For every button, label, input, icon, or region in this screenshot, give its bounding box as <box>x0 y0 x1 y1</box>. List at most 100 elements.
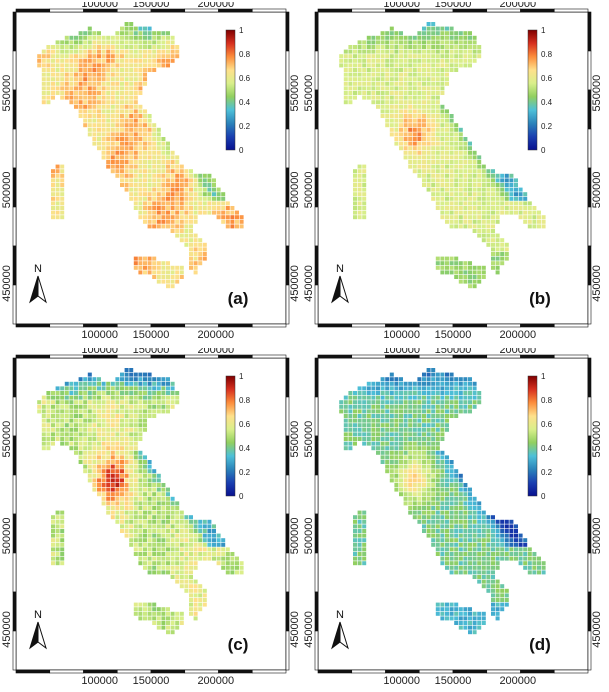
grid-cell <box>170 575 175 579</box>
grid-cell <box>161 219 166 224</box>
grid-cell <box>385 409 390 414</box>
grid-cell <box>120 72 124 77</box>
grid-cell <box>399 441 403 446</box>
grid-cell <box>147 409 152 414</box>
grid-cell <box>399 95 403 100</box>
grid-cell <box>115 54 120 59</box>
grid-cell <box>166 183 170 187</box>
grid-cell <box>353 86 357 91</box>
grid-cell <box>129 146 134 151</box>
grid-cell <box>83 423 88 428</box>
grid-cell <box>422 381 426 386</box>
grid-cell <box>408 391 413 395</box>
grid-cell <box>152 173 157 178</box>
grid-cell <box>124 81 129 86</box>
grid-cell <box>385 100 390 105</box>
grid-cell <box>216 210 221 215</box>
grid-cell <box>175 219 180 224</box>
grid-cell <box>207 196 212 201</box>
grid-cell <box>170 524 175 529</box>
grid-cell <box>184 584 189 589</box>
grid-cell <box>106 400 111 405</box>
grid-cell <box>445 118 449 123</box>
grid-cell <box>143 114 147 118</box>
grid-cell <box>133 146 138 151</box>
grid-cell <box>124 487 129 492</box>
grid-cell <box>166 265 170 270</box>
grid-cell <box>129 414 134 418</box>
grid-cell <box>481 224 486 229</box>
grid-cell <box>357 519 362 524</box>
grid-cell <box>412 501 417 506</box>
grid-cell <box>143 469 147 474</box>
grid-cell <box>408 501 413 506</box>
grid-cell <box>408 404 413 409</box>
grid-cell <box>189 242 193 247</box>
grid-cell <box>445 611 449 616</box>
grid-cell <box>362 404 367 409</box>
grid-cell <box>97 45 101 49</box>
grid-cell <box>143 118 147 123</box>
grid-cell <box>92 72 97 77</box>
grid-cell <box>422 58 426 63</box>
grid-cell <box>376 427 380 432</box>
grid-cell <box>101 68 106 72</box>
grid-cell <box>189 519 193 524</box>
grid-cell <box>161 58 166 63</box>
grid-cell <box>147 183 152 187</box>
grid-cell <box>198 261 203 266</box>
grid-cell <box>97 409 101 414</box>
grid-cell <box>166 409 170 414</box>
grid-cell <box>449 473 454 478</box>
grid-cell <box>408 141 413 146</box>
grid-cell <box>106 86 111 91</box>
grid-cell <box>445 381 449 386</box>
grid-cell <box>440 611 445 616</box>
grid-cell <box>133 381 138 386</box>
grid-cell <box>166 542 170 547</box>
grid-cell <box>458 519 463 524</box>
grid-cell <box>399 404 403 409</box>
grid-cell <box>129 35 134 40</box>
grid-cell <box>115 400 120 405</box>
grid-cell <box>101 58 106 63</box>
grid-cell <box>156 155 161 160</box>
grid-cell <box>207 552 212 556</box>
grid-cell <box>152 265 157 270</box>
grid-cell <box>445 607 449 612</box>
grid-cell <box>69 63 74 68</box>
grid-cell <box>175 556 180 561</box>
grid-cell <box>426 100 431 105</box>
grid-cell <box>389 478 394 483</box>
grid-cell <box>87 455 92 460</box>
grid-cell <box>417 150 422 155</box>
grid-cell <box>454 391 459 395</box>
grid-cell <box>133 538 138 543</box>
north-label: N <box>336 609 344 621</box>
grid-cell <box>449 492 454 497</box>
grid-cell <box>92 86 97 91</box>
grid-cell <box>133 524 138 529</box>
grid-cell <box>156 279 161 284</box>
grid-cell <box>143 611 147 616</box>
grid-cell <box>445 114 449 118</box>
grid-cell <box>376 104 380 109</box>
grid-cell <box>458 265 463 270</box>
grid-cell <box>422 45 426 49</box>
grid-cell <box>389 418 394 423</box>
grid-cell <box>170 40 175 45</box>
grid-cell <box>41 441 46 446</box>
grid-cell <box>124 469 129 474</box>
grid-cell <box>55 81 60 86</box>
grid-cell <box>403 464 408 469</box>
grid-cell <box>362 515 367 520</box>
grid-cell <box>394 381 399 386</box>
grid-cell <box>166 219 170 224</box>
grid-cell <box>156 31 161 36</box>
grid-cell <box>440 381 445 386</box>
grid-cell <box>179 515 184 520</box>
grid-cell <box>101 132 106 137</box>
grid-cell <box>110 469 115 474</box>
grid-cell <box>440 160 445 164</box>
grid-cell <box>481 529 486 533</box>
